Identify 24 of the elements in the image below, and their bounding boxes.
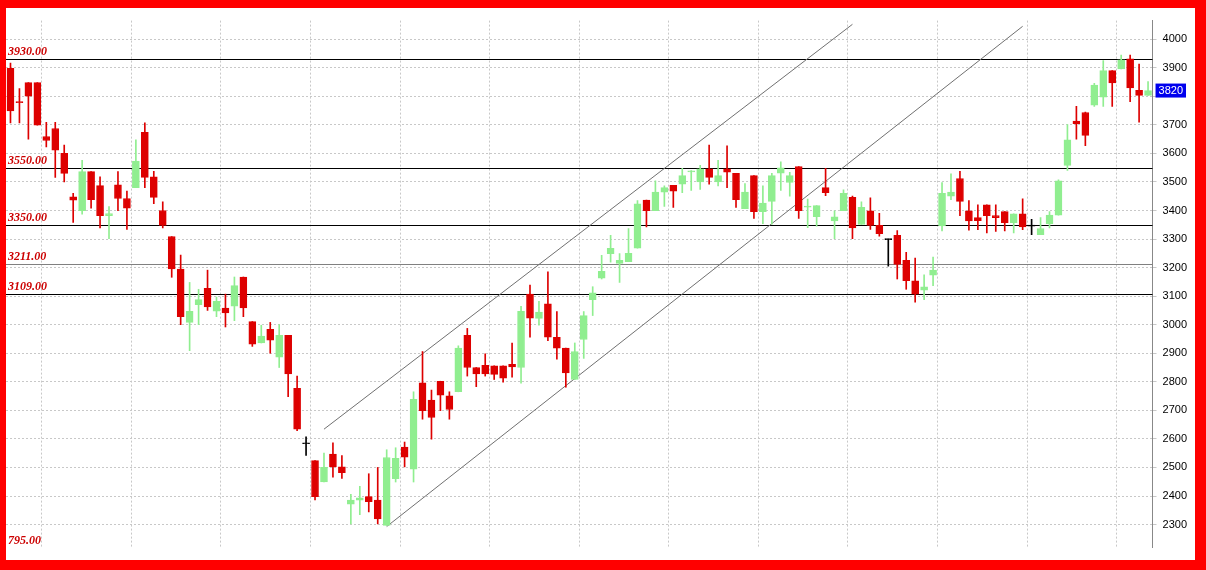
y-tick-label: 2400 — [1162, 489, 1188, 502]
y-tick-label: 2300 — [1162, 517, 1188, 530]
y-tick-label: 3200 — [1162, 260, 1188, 273]
y-tick-label: 3900 — [1162, 60, 1188, 73]
y-tick-label: 2900 — [1162, 346, 1188, 359]
y-tick-label: 3400 — [1162, 203, 1188, 216]
annotation: 795.00 — [8, 533, 41, 548]
y-tick-label: 3600 — [1162, 146, 1188, 159]
y-tick-label: 2700 — [1162, 403, 1188, 416]
y-tick-label: 2800 — [1162, 374, 1188, 387]
y-tick-label: 4000 — [1162, 32, 1188, 45]
ref-line-label: 3550.00 — [7, 152, 47, 167]
ref-line-label: 3211.00 — [7, 248, 47, 263]
y-tick-label: 3300 — [1162, 232, 1188, 245]
y-tick-label: 2600 — [1162, 431, 1188, 444]
y-tick-label: 3500 — [1162, 174, 1188, 187]
ref-line-label: 3350.00 — [7, 209, 47, 224]
text: 3820 — [1158, 83, 1184, 96]
y-tick-label: 3000 — [1162, 317, 1188, 330]
ref-line-label: 3109.00 — [7, 278, 47, 293]
y-tick-label: 2500 — [1162, 460, 1188, 473]
y-tick-label: 3700 — [1162, 117, 1188, 130]
y-tick-label: 3100 — [1162, 289, 1188, 302]
ref-line-label: 3930.00 — [7, 43, 47, 58]
